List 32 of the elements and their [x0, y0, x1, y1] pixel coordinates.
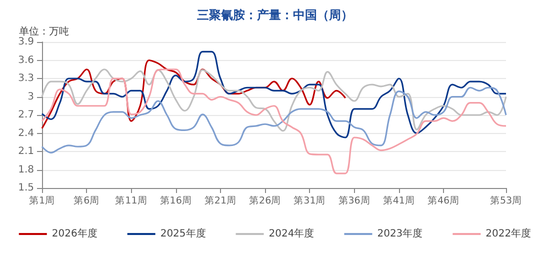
- y-tick-label: 2.4: [18, 128, 34, 139]
- line-series: [41, 59, 346, 130]
- y-tick-label: 2.1: [18, 146, 34, 157]
- x-tick-label: 第31周: [294, 194, 326, 206]
- x-tick-label: 第6周: [74, 194, 100, 206]
- y-tick-label: 3: [28, 91, 34, 102]
- y-tick-label: 1.8: [18, 164, 34, 176]
- line-series: [41, 86, 507, 154]
- x-tick-label: 第11周: [115, 194, 148, 206]
- line-series: [41, 50, 507, 138]
- line-series: [41, 68, 507, 132]
- legend-label: 2024年度: [268, 228, 314, 240]
- x-tick-label: 第53周: [490, 194, 522, 206]
- legend-label: 2025年度: [160, 228, 206, 240]
- x-tick-label: 第21周: [204, 194, 237, 206]
- y-tick-label: 3.6: [18, 54, 34, 66]
- x-tick-label: 第26周: [249, 194, 282, 206]
- legend-label: 2022年度: [486, 228, 532, 240]
- legend-label: 2023年度: [377, 228, 423, 240]
- y-tick-label: 2.7: [18, 110, 34, 120]
- x-tick-label: 第41周: [382, 194, 415, 206]
- x-tick-label: 第46周: [427, 194, 460, 206]
- y-axis-title: 单位：万吨: [19, 26, 69, 38]
- legend-label: 2026年度: [52, 228, 98, 240]
- y-tick-label: 1.5: [18, 182, 34, 194]
- x-tick-label: 第16周: [160, 194, 192, 206]
- line-series: [41, 68, 507, 174]
- y-tick-label: 3.9: [18, 36, 34, 48]
- x-tick-label: 第36周: [338, 194, 370, 206]
- x-tick-label: 第1周: [28, 194, 56, 206]
- y-tick-label: 3.3: [18, 73, 34, 84]
- chart-title: 三聚氰胺：产量：中国（周）: [197, 8, 353, 22]
